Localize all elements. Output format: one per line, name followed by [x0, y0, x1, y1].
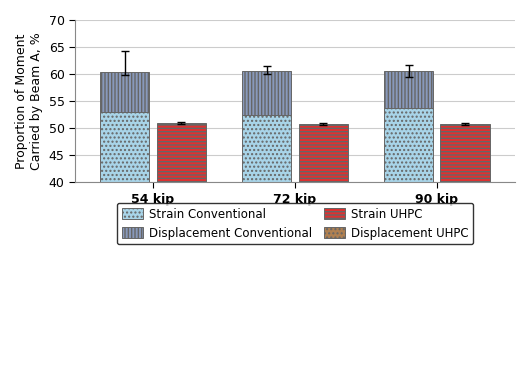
Bar	[298, 124, 348, 125]
Bar	[298, 125, 348, 182]
Y-axis label: Proportion of Moment
Carried by Beam A, %: Proportion of Moment Carried by Beam A, …	[15, 32, 43, 170]
Bar	[384, 71, 434, 108]
Bar	[100, 72, 149, 112]
Bar	[242, 115, 292, 182]
Bar	[242, 71, 292, 115]
Bar	[384, 108, 434, 182]
Bar	[440, 125, 490, 182]
Bar	[156, 123, 206, 124]
Bar	[156, 124, 206, 182]
Bar	[440, 124, 490, 125]
Legend: Strain Conventional, Displacement Conventional, Strain UHPC, Displacement UHPC: Strain Conventional, Displacement Conven…	[117, 203, 473, 244]
Bar	[100, 112, 149, 182]
